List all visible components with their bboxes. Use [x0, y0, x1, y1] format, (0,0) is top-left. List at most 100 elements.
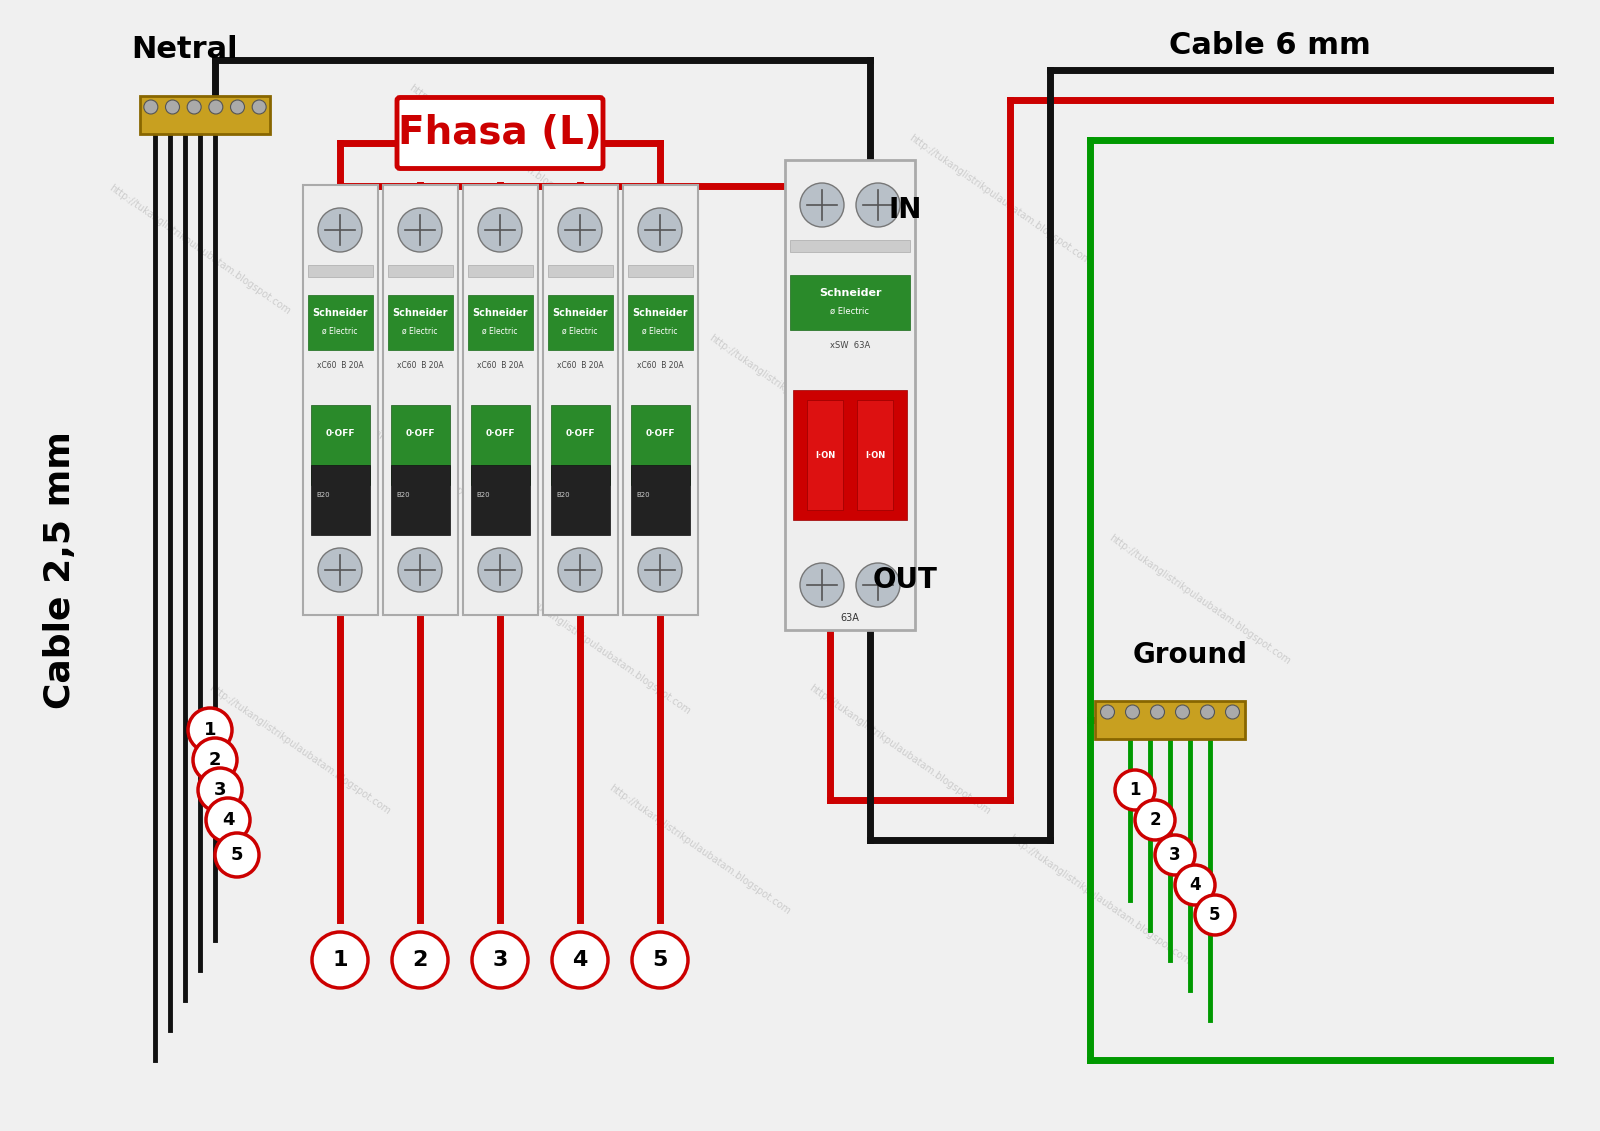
Text: Cable 2,5 mm: Cable 2,5 mm	[43, 431, 77, 709]
Circle shape	[1226, 705, 1240, 719]
Bar	[390, 405, 450, 485]
Circle shape	[165, 100, 179, 114]
Text: 5: 5	[230, 846, 243, 864]
Circle shape	[230, 100, 245, 114]
Circle shape	[1155, 835, 1195, 875]
Bar	[542, 185, 618, 615]
Circle shape	[800, 563, 845, 607]
Text: 3: 3	[1170, 846, 1181, 864]
Text: http://tukanglistrikpulaubatam.blogspot.com: http://tukanglistrikpulaubatam.blogspot.…	[707, 334, 893, 467]
Bar	[630, 405, 690, 485]
Text: http://tukanglistrikpulaubatam.blogspot.com: http://tukanglistrikpulaubatam.blogspot.…	[907, 133, 1093, 267]
Circle shape	[1125, 705, 1139, 719]
Bar	[387, 265, 453, 277]
Text: 5: 5	[1210, 906, 1221, 924]
Text: B20: B20	[317, 492, 330, 498]
Bar	[467, 295, 533, 349]
Bar	[141, 96, 270, 133]
Circle shape	[472, 932, 528, 988]
Bar	[794, 390, 907, 520]
Bar	[858, 400, 893, 510]
Text: 63A: 63A	[840, 613, 859, 623]
Circle shape	[398, 208, 442, 252]
Text: B20: B20	[557, 492, 570, 498]
Text: http://tukanglistrikpulaubatam.blogspot.com: http://tukanglistrikpulaubatam.blogspot.…	[507, 584, 693, 717]
Bar	[806, 400, 843, 510]
Text: http://tukanglistrikpulaubatam.blogspot.com: http://tukanglistrikpulaubatam.blogspot.…	[1008, 834, 1192, 967]
Circle shape	[1150, 705, 1165, 719]
Circle shape	[1176, 705, 1189, 719]
Text: http://tukanglistrikpulaubatam.blogspot.com: http://tukanglistrikpulaubatam.blogspot.…	[608, 783, 792, 917]
Circle shape	[558, 208, 602, 252]
Text: B20: B20	[477, 492, 490, 498]
Text: OUT: OUT	[872, 566, 938, 594]
Circle shape	[312, 932, 368, 988]
Text: ø Electric: ø Electric	[322, 327, 358, 336]
Circle shape	[638, 549, 682, 592]
Circle shape	[1115, 770, 1155, 810]
Text: ø Electric: ø Electric	[562, 327, 598, 336]
Text: Schneider: Schneider	[392, 308, 448, 318]
Circle shape	[214, 834, 259, 877]
Bar	[790, 240, 910, 252]
Text: Ground: Ground	[1133, 641, 1248, 670]
Text: Schneider: Schneider	[552, 308, 608, 318]
Bar	[467, 265, 533, 277]
Circle shape	[856, 563, 899, 607]
Bar	[547, 295, 613, 349]
Circle shape	[1101, 705, 1115, 719]
Text: xSW  63A: xSW 63A	[830, 340, 870, 349]
Text: xC60  B 20A: xC60 B 20A	[477, 361, 523, 370]
Bar	[307, 295, 373, 349]
Text: 4: 4	[222, 811, 234, 829]
Text: 4: 4	[1189, 877, 1202, 893]
Text: xC60  B 20A: xC60 B 20A	[317, 361, 363, 370]
Text: 0·OFF: 0·OFF	[485, 429, 515, 438]
Text: 2: 2	[1149, 811, 1162, 829]
Bar	[622, 185, 698, 615]
Text: B20: B20	[637, 492, 650, 498]
Circle shape	[189, 708, 232, 752]
Text: 3: 3	[493, 950, 507, 970]
Text: 0·OFF: 0·OFF	[405, 429, 435, 438]
Circle shape	[1134, 800, 1174, 840]
Text: 1: 1	[1130, 782, 1141, 798]
Circle shape	[632, 932, 688, 988]
Text: 1: 1	[333, 950, 347, 970]
Bar	[310, 405, 370, 485]
Circle shape	[187, 100, 202, 114]
Text: ø Electric: ø Electric	[482, 327, 518, 336]
Circle shape	[638, 208, 682, 252]
Circle shape	[392, 932, 448, 988]
Text: 0·OFF: 0·OFF	[325, 429, 355, 438]
Text: Fhasa (L): Fhasa (L)	[398, 114, 602, 152]
Circle shape	[210, 100, 222, 114]
Bar	[547, 265, 613, 277]
Bar	[387, 295, 453, 349]
Circle shape	[194, 739, 237, 782]
Bar	[627, 295, 693, 349]
Bar	[462, 185, 538, 615]
Text: xC60  B 20A: xC60 B 20A	[637, 361, 683, 370]
Text: I·ON: I·ON	[814, 450, 835, 459]
Circle shape	[1174, 865, 1214, 905]
Text: ø Electric: ø Electric	[642, 327, 678, 336]
Text: Schneider: Schneider	[472, 308, 528, 318]
Text: http://tukanglistrikpulaubatam.blogspot.com: http://tukanglistrikpulaubatam.blogspot.…	[1107, 533, 1293, 667]
Text: 2: 2	[208, 751, 221, 769]
Text: B20: B20	[397, 492, 410, 498]
Text: http://tukanglistrikpulaubatam.blogspot.com: http://tukanglistrikpulaubatam.blogspot.…	[208, 683, 392, 817]
Text: Cable 6 mm: Cable 6 mm	[1170, 31, 1371, 60]
Text: 2: 2	[413, 950, 427, 970]
Text: http://tukanglistrikpulaubatam.blogspot.com: http://tukanglistrikpulaubatam.blogspot.…	[107, 183, 293, 317]
Bar	[550, 405, 610, 485]
Text: xC60  B 20A: xC60 B 20A	[397, 361, 443, 370]
Circle shape	[1200, 705, 1214, 719]
Circle shape	[1195, 895, 1235, 935]
Text: Schneider: Schneider	[312, 308, 368, 318]
Circle shape	[856, 183, 899, 227]
Circle shape	[318, 549, 362, 592]
Text: 0·OFF: 0·OFF	[565, 429, 595, 438]
Circle shape	[253, 100, 266, 114]
Bar	[1094, 701, 1245, 739]
